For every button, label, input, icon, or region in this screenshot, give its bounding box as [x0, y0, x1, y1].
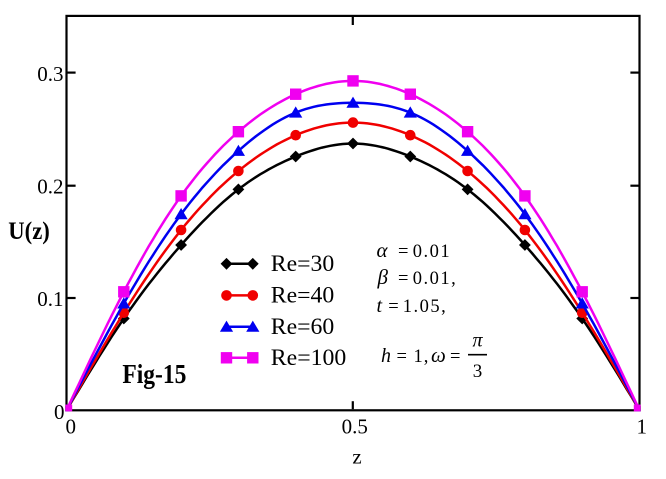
svg-text:3: 3 [473, 361, 483, 382]
svg-text:0.1: 0.1 [37, 287, 63, 311]
svg-text:=: = [398, 242, 408, 262]
svg-text:U(z): U(z) [8, 218, 50, 245]
svg-text:=: = [398, 269, 408, 289]
svg-text:Fig-15: Fig-15 [122, 359, 186, 389]
svg-text:0.01: 0.01 [413, 242, 451, 262]
svg-text:= 1,: = 1, [397, 347, 430, 367]
svg-text:0.2: 0.2 [37, 175, 63, 199]
svg-text:0: 0 [65, 415, 76, 439]
svg-text:Re=60: Re=60 [271, 314, 335, 339]
svg-text:ω: ω [431, 343, 446, 367]
svg-text:α: α [377, 238, 389, 262]
svg-text:β: β [377, 265, 389, 289]
svg-text:z: z [352, 445, 361, 469]
svg-text:π: π [472, 330, 483, 352]
svg-text:=: = [450, 347, 460, 367]
svg-text:0: 0 [54, 400, 65, 424]
svg-text:1.05,: 1.05, [403, 297, 448, 317]
svg-text:1: 1 [637, 415, 648, 439]
svg-text:Re=100: Re=100 [271, 345, 347, 370]
svg-text:0.3: 0.3 [37, 62, 63, 86]
svg-text:t: t [377, 295, 383, 317]
svg-text:Re=40: Re=40 [271, 283, 335, 308]
svg-text:0.01,: 0.01, [413, 269, 458, 289]
svg-text:h: h [381, 345, 391, 367]
svg-text:Re=30: Re=30 [271, 251, 335, 276]
svg-text:0.5: 0.5 [342, 415, 368, 439]
svg-text:=: = [388, 297, 398, 317]
